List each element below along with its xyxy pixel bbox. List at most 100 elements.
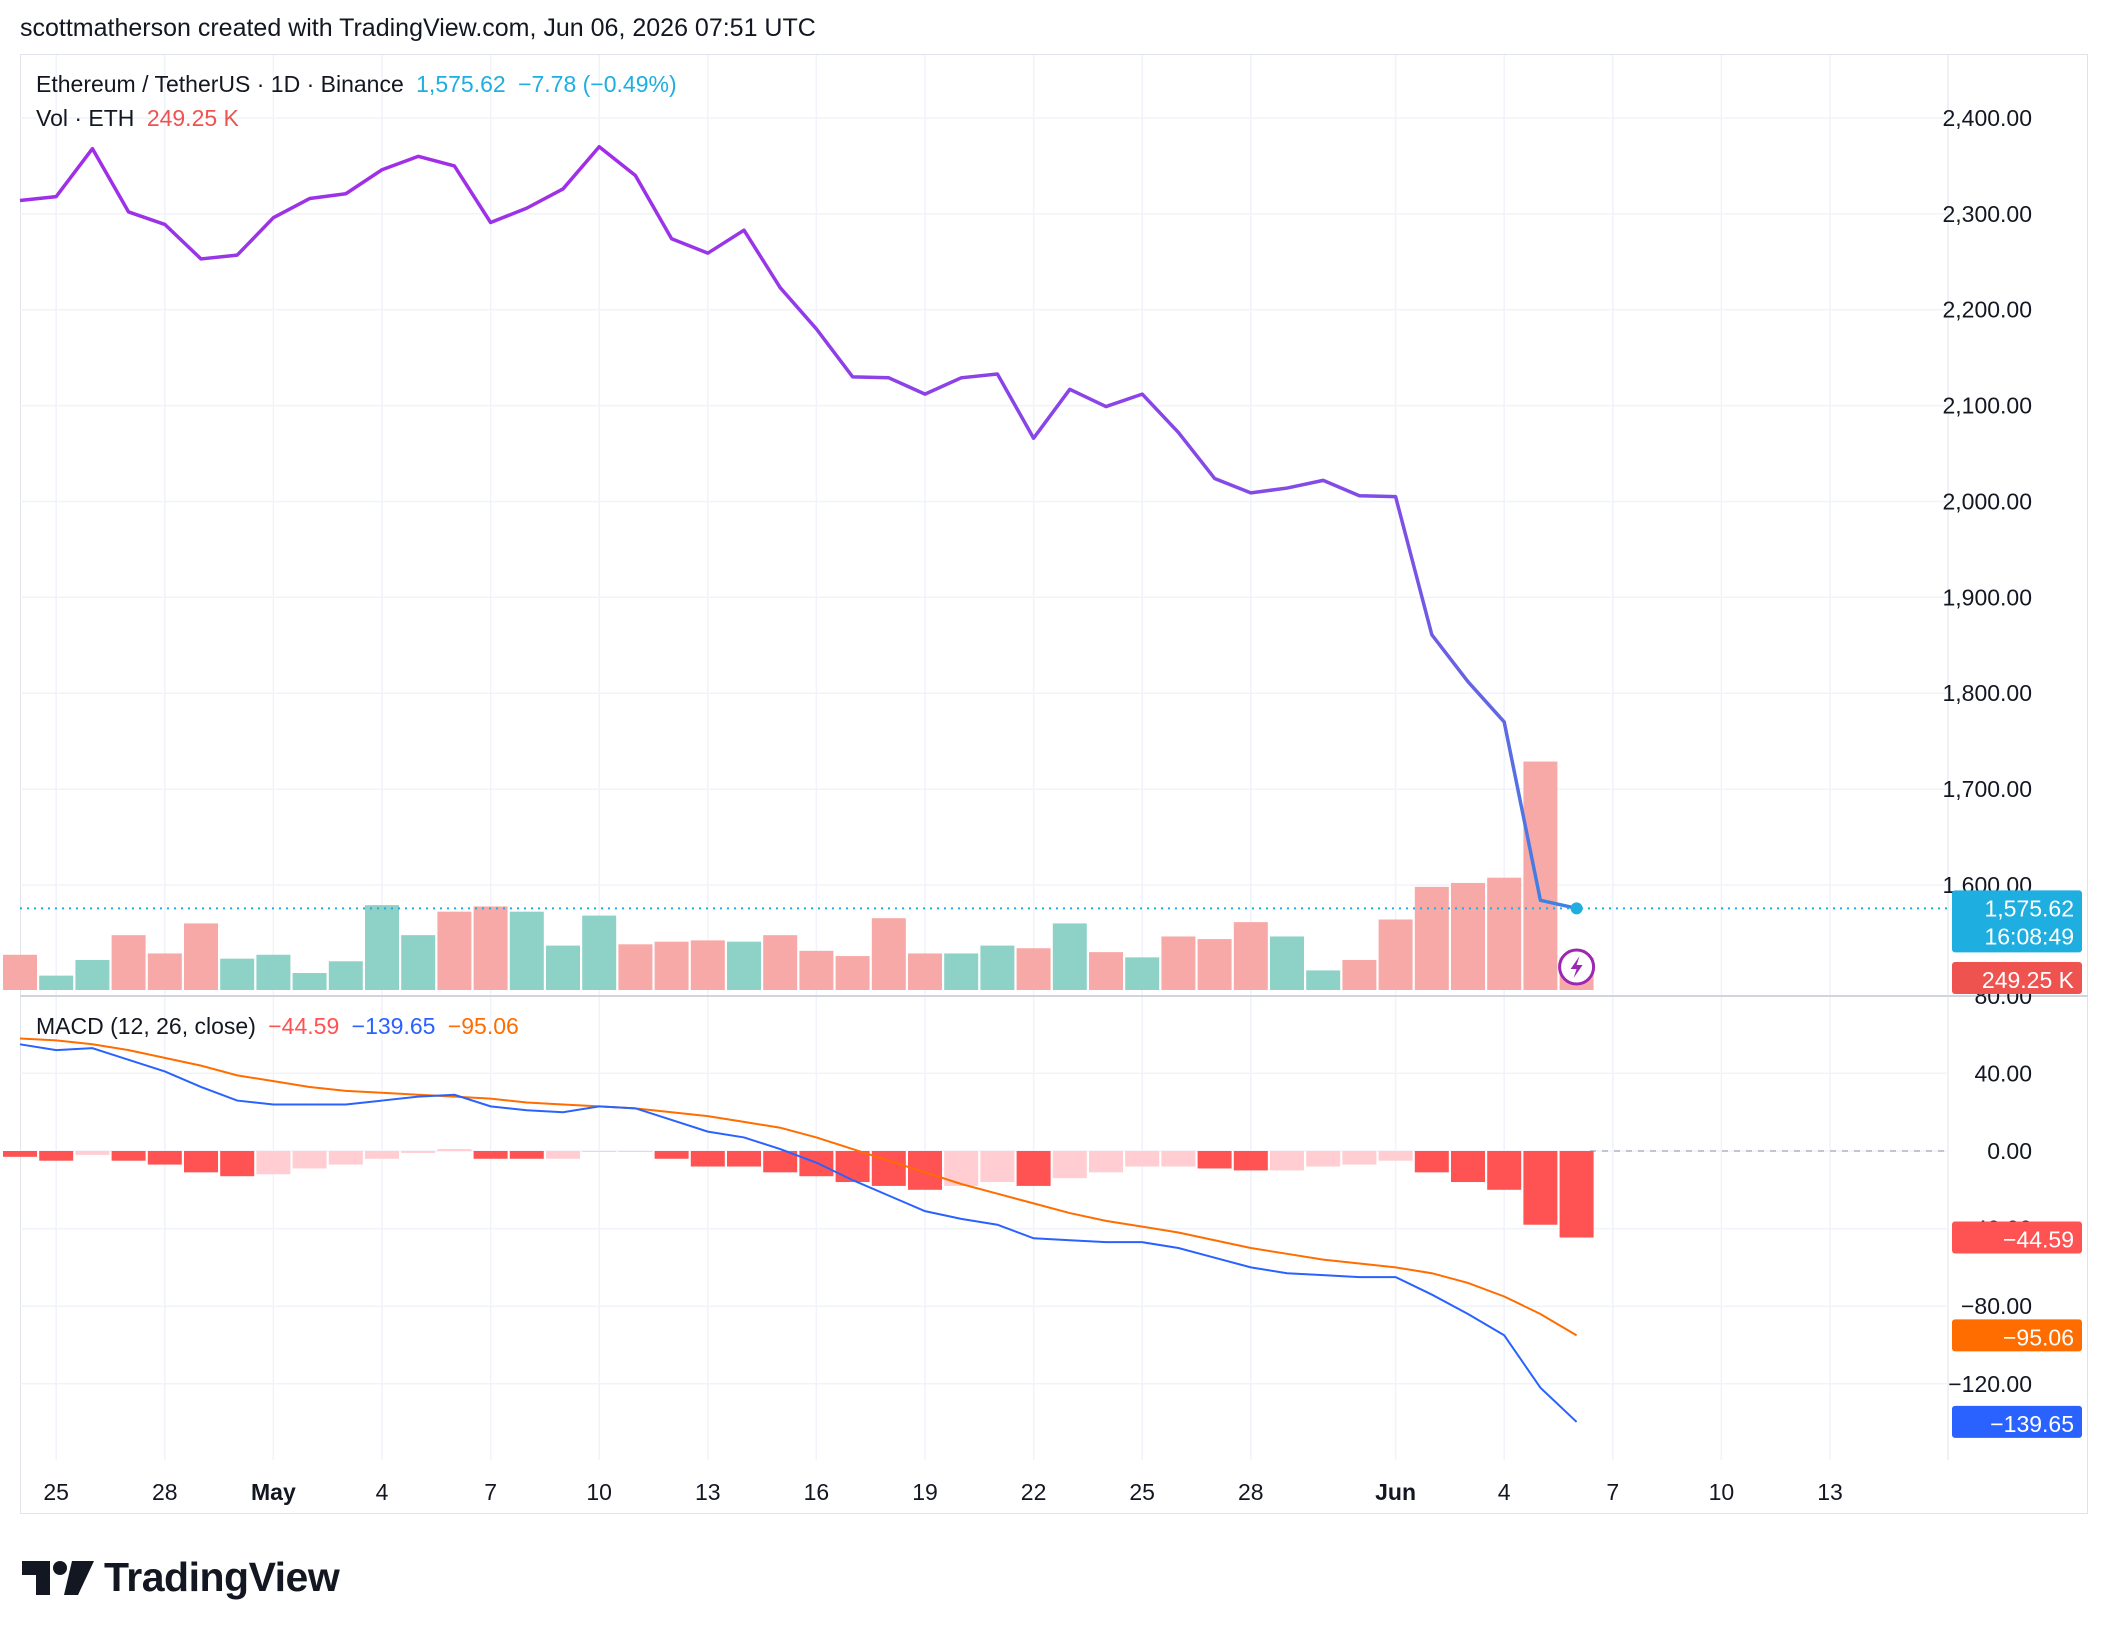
volume-bar	[908, 953, 942, 990]
macd-histogram-bar	[1052, 1151, 1087, 1179]
last-price-tag: 16:08:49	[1984, 923, 2074, 949]
macd-histogram-bar	[3, 1151, 37, 1157]
volume-bar	[871, 918, 906, 990]
macd-axis-label: 0.00	[1987, 1138, 2032, 1164]
grid-layer	[20, 55, 2088, 1460]
macd-histogram-bar	[111, 1151, 146, 1161]
volume-tag: 249.25 K	[1982, 967, 2075, 993]
macd-histogram-bar	[147, 1151, 182, 1165]
volume-bar	[509, 911, 544, 990]
macd-histogram-bar	[39, 1151, 74, 1161]
macd-histogram-bar	[1270, 1151, 1304, 1171]
macd-histogram-bar	[763, 1151, 798, 1173]
last-price-tag-bg	[1952, 890, 2082, 953]
tradingview-logo-icon	[22, 1560, 94, 1595]
volume-bar	[1161, 936, 1196, 990]
volume-bar	[75, 959, 110, 990]
macd-signal-value: −95.06	[447, 1013, 519, 1039]
macd-histogram-bar	[1089, 1151, 1123, 1173]
macd-histogram-bar	[509, 1151, 544, 1159]
volume-bar	[799, 950, 834, 990]
last-price-value: 1,575.62	[416, 71, 506, 97]
price-axis-label: 2,400.00	[1942, 105, 2032, 131]
volume-bar	[1306, 970, 1341, 990]
volume-bar	[980, 945, 1015, 990]
macd-histogram-bar	[582, 1151, 617, 1152]
x-tick-label: 4	[376, 1479, 389, 1505]
volume-bar	[546, 945, 580, 990]
x-tick-label: 4	[1498, 1479, 1511, 1505]
price-axis-label: 2,100.00	[1942, 393, 2032, 419]
price-change-value: −7.78 (−0.49%)	[518, 71, 677, 97]
macd-histogram-bar	[1125, 1151, 1160, 1167]
macd-histogram-bar	[835, 1151, 870, 1183]
macd-legend[interactable]: MACD (12, 26, close) −44.59 −139.65 −95.…	[36, 1013, 525, 1040]
volume-bar	[39, 975, 74, 990]
x-tick-label: 10	[586, 1479, 612, 1505]
price-axis-label: 1,900.00	[1942, 584, 2032, 610]
macd-histogram-bar	[1523, 1151, 1558, 1225]
macd-histogram-bar	[1161, 1151, 1196, 1167]
tradingview-logo-text: TradingView	[104, 1554, 340, 1600]
macd-hist-value: −44.59	[268, 1013, 340, 1039]
volume-bar	[1270, 936, 1304, 990]
volume-bar	[147, 953, 182, 990]
volume-bar	[365, 905, 399, 990]
volume-bar	[256, 954, 291, 990]
macd-axis-label: −120.00	[1948, 1371, 2032, 1397]
macd-histogram-bar	[1487, 1151, 1522, 1190]
macd-histogram-bar	[1559, 1151, 1594, 1238]
macd-histogram-bar	[908, 1151, 942, 1190]
price-line	[19, 145, 1577, 911]
symbol-title[interactable]: Ethereum / TetherUS · 1D · Binance	[36, 71, 404, 97]
macd-histogram-bar	[1378, 1151, 1413, 1161]
macd-histogram-bar	[690, 1151, 725, 1167]
price-axis-label: 1,700.00	[1942, 776, 2032, 802]
macd-label[interactable]: MACD (12, 26, close)	[36, 1013, 256, 1039]
x-tick-label: 28	[152, 1479, 178, 1505]
volume-bar	[582, 915, 617, 990]
volume-bar	[763, 935, 798, 990]
macd-histogram-bar	[292, 1151, 327, 1169]
tradingview-logo[interactable]: TradingView	[22, 1554, 340, 1601]
volume-bar	[1089, 952, 1123, 990]
volume-tag-bg	[1952, 962, 2082, 994]
lightning-bolt-icon	[1570, 956, 1583, 978]
axis-layer: 25 28 May 4 7 10 13 16 19 22 25 28 Jun 4 7 10 13 2,400.00…	[43, 105, 2032, 1505]
volume-bar	[618, 944, 653, 990]
macd-histogram-bar	[546, 1151, 580, 1159]
volume-bar	[111, 935, 146, 990]
macd-histogram-bar	[328, 1151, 363, 1165]
volume-bar	[690, 940, 725, 990]
volume-bar	[328, 961, 363, 990]
volume-bar	[1016, 948, 1051, 990]
macd-hist-tag-bg	[1952, 1221, 2082, 1254]
volume-bar	[1342, 959, 1377, 990]
chart-frame[interactable]	[20, 54, 2088, 1514]
x-tick-label: 13	[1817, 1479, 1843, 1505]
macd-line-tag: −139.65	[1990, 1411, 2074, 1437]
macd-histogram-bar	[618, 1151, 653, 1152]
volume-bar	[292, 973, 327, 990]
watermark-header: scottmatherson created with TradingView.…	[20, 14, 816, 42]
macd-histogram-bar	[980, 1151, 1015, 1183]
x-tick-label: May	[251, 1479, 296, 1505]
volume-bar	[1523, 761, 1558, 990]
macd-hist-tag: −44.59	[2003, 1227, 2074, 1253]
symbol-legend[interactable]: Ethereum / TetherUS · 1D · Binance 1,575…	[36, 71, 683, 98]
volume-bar	[835, 956, 870, 990]
macd-line	[19, 1043, 1578, 1423]
macd-signal-tag: −95.06	[2003, 1324, 2074, 1350]
x-tick-label: 16	[804, 1479, 830, 1505]
volume-legend[interactable]: Vol · ETH 249.25 K	[36, 105, 245, 132]
macd-histogram-bar	[1414, 1151, 1449, 1173]
x-tick-label: 25	[43, 1479, 69, 1505]
macd-axis-label: 40.00	[1974, 1060, 2032, 1086]
volume-bar	[1052, 923, 1087, 990]
volume-value: 249.25 K	[146, 105, 239, 131]
macd-histogram-bar	[1451, 1151, 1485, 1183]
volume-label[interactable]: Vol · ETH	[36, 105, 135, 131]
x-tick-label: Jun	[1375, 1479, 1416, 1505]
